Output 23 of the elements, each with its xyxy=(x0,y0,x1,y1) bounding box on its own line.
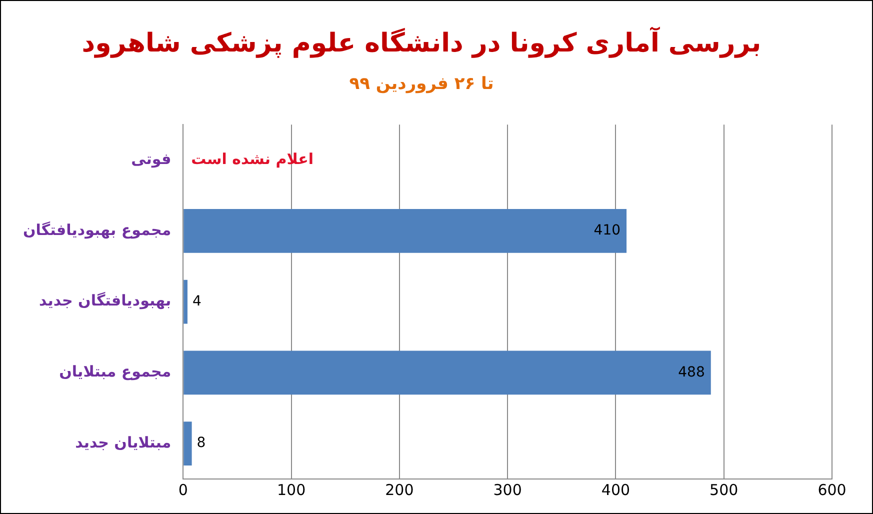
x-tick-label: 500 xyxy=(710,480,738,499)
data-label: 488 xyxy=(678,364,705,380)
annotation: اعلام نشده است xyxy=(191,150,314,168)
y-tick-label: مجموع مبتلایان xyxy=(59,362,172,381)
x-tick-label: 600 xyxy=(818,480,846,499)
chart-title: بررسی آماری کرونا در دانشگاه علوم پزشکی شاهرود xyxy=(82,26,762,58)
bar xyxy=(184,350,711,395)
bar xyxy=(184,422,192,466)
data-label: 8 xyxy=(196,435,206,452)
y-tick-label: فوتی xyxy=(131,150,172,168)
y-tick-label: بهبودیافتگان جدید xyxy=(39,292,172,310)
bar xyxy=(184,208,627,253)
x-tick-label: 400 xyxy=(601,480,630,499)
bar xyxy=(184,280,188,324)
x-tick-label: 100 xyxy=(276,480,306,499)
data-label: 410 xyxy=(594,222,621,239)
y-tick-label: مجموع بهبودیافتگان xyxy=(23,220,172,239)
x-tick-label: 0 xyxy=(178,480,188,499)
y-tick-label: مبتلایان جدید xyxy=(75,433,172,452)
chart-subtitle: تا ۲۶ فروردین ۹۹ xyxy=(349,74,494,94)
x-tick-label: 300 xyxy=(493,480,522,499)
x-tick-label: 200 xyxy=(385,480,414,499)
data-label: 4 xyxy=(192,293,202,310)
